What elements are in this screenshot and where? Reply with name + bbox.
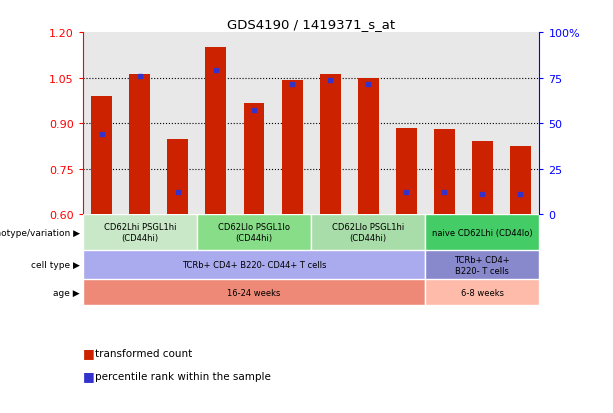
- Bar: [129, 74, 150, 215]
- Text: genotype/variation ▶: genotype/variation ▶: [0, 228, 80, 237]
- Bar: [434, 129, 455, 215]
- Bar: [83, 215, 197, 251]
- Bar: [83, 279, 425, 306]
- Bar: [425, 279, 539, 306]
- Text: TCRb+ CD4+ B220- CD44+ T cells: TCRb+ CD4+ B220- CD44+ T cells: [182, 261, 326, 269]
- Text: ■: ■: [83, 369, 94, 382]
- Text: CD62Lhi PSGL1hi
(CD44hi): CD62Lhi PSGL1hi (CD44hi): [104, 223, 176, 243]
- Text: naive CD62Lhi (CD44lo): naive CD62Lhi (CD44lo): [432, 228, 533, 237]
- Text: TCRb+ CD4+
B220- T cells: TCRb+ CD4+ B220- T cells: [455, 255, 510, 275]
- Text: age ▶: age ▶: [53, 288, 80, 297]
- Bar: [205, 47, 226, 215]
- Bar: [425, 251, 539, 279]
- Bar: [319, 75, 341, 215]
- Bar: [510, 147, 531, 215]
- Bar: [311, 215, 425, 251]
- Text: percentile rank within the sample: percentile rank within the sample: [95, 371, 271, 381]
- Bar: [358, 78, 379, 215]
- Bar: [425, 215, 539, 251]
- Bar: [472, 142, 493, 215]
- Bar: [396, 129, 417, 215]
- Bar: [91, 97, 112, 215]
- Bar: [281, 81, 303, 215]
- Text: cell type ▶: cell type ▶: [31, 261, 80, 269]
- Text: CD62Llo PSGL1lo
(CD44hi): CD62Llo PSGL1lo (CD44hi): [218, 223, 290, 243]
- Text: transformed count: transformed count: [95, 348, 192, 358]
- Title: GDS4190 / 1419371_s_at: GDS4190 / 1419371_s_at: [227, 17, 395, 31]
- Bar: [197, 215, 311, 251]
- Text: CD62Llo PSGL1hi
(CD44hi): CD62Llo PSGL1hi (CD44hi): [332, 223, 405, 243]
- Text: ■: ■: [83, 347, 94, 360]
- Text: 6-8 weeks: 6-8 weeks: [461, 288, 504, 297]
- Bar: [243, 103, 264, 215]
- Text: 16-24 weeks: 16-24 weeks: [227, 288, 281, 297]
- Bar: [167, 140, 188, 215]
- Bar: [83, 251, 425, 279]
